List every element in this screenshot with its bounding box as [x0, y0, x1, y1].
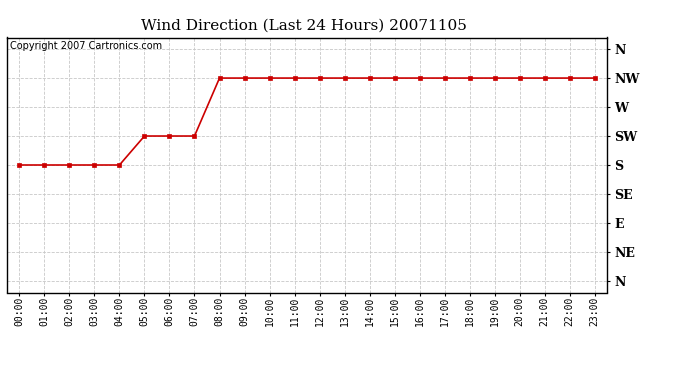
Text: Wind Direction (Last 24 Hours) 20071105: Wind Direction (Last 24 Hours) 20071105 — [141, 19, 466, 33]
Text: Copyright 2007 Cartronics.com: Copyright 2007 Cartronics.com — [10, 41, 162, 51]
